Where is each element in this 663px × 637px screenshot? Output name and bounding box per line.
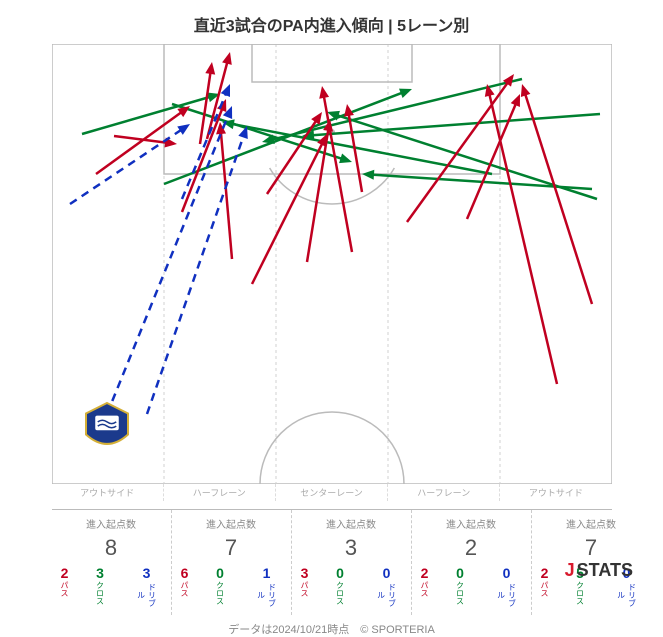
bd-cross-val: 0 [216,565,224,581]
bd-dribble-key: ドリブル [616,581,638,609]
lane-breakdown: 2パス0クロス0ドリブル [414,565,529,609]
lane-total: 8 [54,535,169,561]
lane-total: 2 [414,535,529,561]
lane-column: 進入起点数82パス3クロス3ドリブル [52,510,172,615]
chart-title: 直近3試合のPA内進入傾向 | 5レーン別 [0,0,663,44]
bd-dribble-key: ドリブル [136,581,158,609]
bd-cross-key: クロス [215,581,226,605]
lane-column: 進入起点数 7 6パス 0クロス 1ドリブル [172,510,292,615]
bd-dribble-key: ドリブル [376,581,398,609]
bd-dribble-val: 0 [383,565,391,581]
lane-stats-row: 進入起点数82パス3クロス3ドリブル進入起点数76パス0クロス1ドリブル進入起点… [52,509,612,615]
lane-column: 進入起点数33パス0クロス0ドリブル [292,510,412,615]
lane-name: アウトサイド [52,484,164,501]
lane-names-row: アウトサイドハーフレーンセンターレーンハーフレーンアウトサイド [52,484,612,501]
lane-label: 進入起点数 [174,516,289,531]
lane-name: ハーフレーン [388,484,500,501]
lane-name: センターレーン [276,484,388,501]
lane-label: 進入起点数 [534,516,649,531]
bd-cross-val: 3 [96,565,104,581]
bd-cross-val: 0 [456,565,464,581]
lane-total: 7 [174,535,289,561]
lane-label: 進入起点数 [414,516,529,531]
logo-text: STATS [577,560,633,581]
bd-dribble-key: ドリブル [256,581,278,609]
bd-dribble-val: 0 [503,565,511,581]
bd-cross-key: クロス [575,581,586,605]
bd-cross-key: クロス [455,581,466,605]
bd-dribble-val: 1 [263,565,271,581]
bd-pass-val: 2 [421,565,429,581]
bd-cross-key: クロス [335,581,346,605]
bd-cross-val: 0 [336,565,344,581]
bd-pass-key: パス [419,581,430,597]
stats-logo: J STATS [565,560,633,581]
lane-total: 7 [534,535,649,561]
bd-cross-key: クロス [95,581,106,605]
lane-breakdown: 6パス 0クロス 1ドリブル [174,565,289,609]
pitch [52,44,612,484]
lane-name: アウトサイド [500,484,611,501]
bd-pass-val: 6 [181,565,189,581]
bd-pass-val: 3 [301,565,309,581]
lane-label: 進入起点数 [54,516,169,531]
lane-breakdown: 3パス0クロス0ドリブル [294,565,409,609]
lane-name: ハーフレーン [164,484,276,501]
chart-container: 直近3試合のPA内進入傾向 | 5レーン別 アウトサイドハーフレーンセンターレー… [0,0,663,611]
bd-pass-val: 2 [61,565,69,581]
bd-pass-key: パス [539,581,550,597]
bd-dribble-val: 3 [143,565,151,581]
lane-label: 進入起点数 [294,516,409,531]
bd-pass-key: パス [179,581,190,597]
pitch-svg [52,44,612,484]
bd-pass-val: 2 [541,565,549,581]
lane-total: 3 [294,535,409,561]
footer-text: データは2024/10/21時点 © SPORTERIA [0,621,663,637]
lane-breakdown: 2パス3クロス3ドリブル [54,565,169,609]
bd-pass-key: パス [299,581,310,597]
bd-pass-key: パス [59,581,70,597]
lane-column: 進入起点数22パス0クロス0ドリブル [412,510,532,615]
logo-j: J [565,560,575,581]
bd-dribble-key: ドリブル [496,581,518,609]
